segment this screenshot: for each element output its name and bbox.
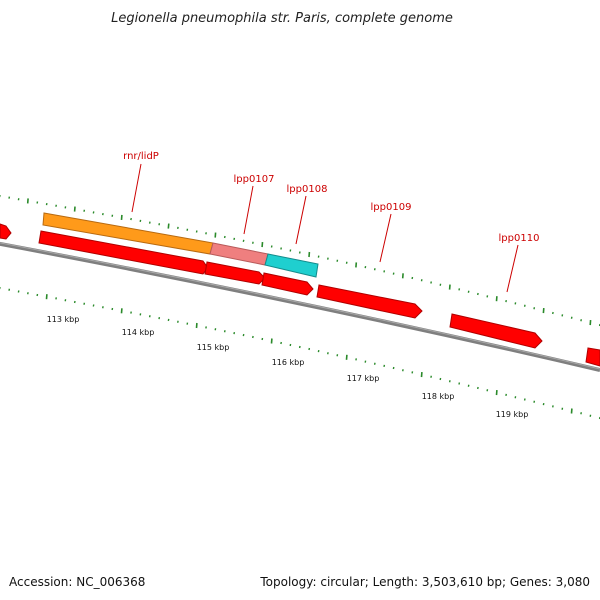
scale-label-116kbp: 116 kbp — [272, 358, 305, 367]
outer-track-minor-tick — [242, 239, 245, 242]
gene-label-lpp0109[interactable]: lpp0109 — [371, 202, 412, 213]
map-title: Legionella pneumophila str. Paris, compl… — [111, 11, 453, 26]
feature-pink[interactable] — [209, 242, 269, 266]
outer-track-minor-tick — [130, 217, 132, 221]
scale-label-114kbp: 114 kbp — [122, 328, 155, 337]
inner-tick-track — [0, 287, 600, 420]
outer-track-minor-tick — [205, 232, 207, 235]
genome-backbone — [0, 241, 600, 372]
inner-track-minor-tick — [130, 311, 132, 314]
outer-track-major-tick — [167, 223, 170, 229]
gene-arrow-left-edge[interactable] — [0, 223, 12, 240]
gene-arrow-lpp0108[interactable] — [261, 272, 314, 296]
inner-track-minor-tick — [205, 326, 207, 329]
gene-label-lpp0107[interactable]: lpp0107 — [234, 174, 275, 185]
genome-backbone-highlight — [0, 242, 600, 370]
inner-track-minor-tick — [92, 304, 95, 307]
gene-label-lpp0110[interactable]: lpp0110 — [499, 233, 540, 244]
inner-track-minor-tick — [242, 333, 245, 337]
scale-label-119kbp: 119 kbp — [496, 410, 529, 419]
leader-lpp0110 — [506, 244, 519, 293]
accession-text: Accession: NC_006368 — [9, 575, 145, 589]
outer-tick-track — [0, 195, 600, 327]
leader-rnr-lidP — [131, 163, 142, 213]
gene-label-rnr-lidP[interactable]: rnr/lidP — [123, 151, 159, 162]
inner-track-minor-tick — [167, 318, 170, 322]
leader-lpp0108 — [295, 195, 307, 245]
leader-lpp0107 — [243, 185, 254, 235]
gene-arrow-lpp0109[interactable] — [316, 284, 423, 319]
leader-lpp0109 — [379, 213, 392, 263]
gene-arrow-lpp0110[interactable] — [449, 313, 543, 349]
gene-label-lpp0108[interactable]: lpp0108 — [287, 184, 328, 195]
gene-arrow-right-edge[interactable] — [585, 347, 600, 367]
genome-summary-text: Topology: circular; Length: 3,503,610 bp… — [259, 575, 590, 589]
scale-label-118kbp: 118 kbp — [422, 392, 455, 401]
scale-label-113kbp: 113 kbp — [47, 315, 80, 324]
scale-label-117kbp: 117 kbp — [347, 374, 380, 383]
scale-label-115kbp: 115 kbp — [197, 343, 230, 352]
outer-track-minor-tick — [92, 211, 95, 214]
feature-cyan[interactable] — [264, 253, 319, 278]
gene-arrow-lpp0107[interactable] — [204, 261, 266, 285]
